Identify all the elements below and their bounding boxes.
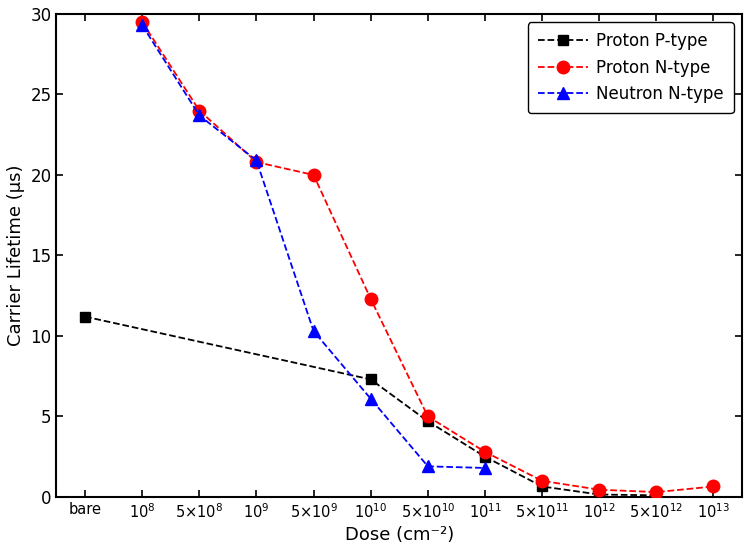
Proton P-type	[423, 418, 432, 425]
Proton N-type	[480, 449, 489, 455]
Line: Proton N-type: Proton N-type	[136, 16, 720, 498]
Proton P-type	[538, 483, 547, 490]
Proton P-type	[595, 491, 604, 498]
Neutron N-type	[423, 463, 432, 469]
X-axis label: Dose (cm⁻²): Dose (cm⁻²)	[345, 526, 454, 544]
Neutron N-type	[309, 328, 318, 334]
Neutron N-type	[195, 112, 204, 118]
Proton N-type	[366, 295, 375, 302]
Proton P-type	[652, 492, 661, 499]
Proton P-type	[366, 376, 375, 383]
Proton N-type	[309, 172, 318, 179]
Proton P-type	[81, 314, 90, 320]
Proton N-type	[423, 413, 432, 420]
Proton N-type	[252, 159, 261, 165]
Line: Proton P-type: Proton P-type	[80, 312, 661, 500]
Neutron N-type	[138, 22, 147, 29]
Neutron N-type	[252, 157, 261, 164]
Proton N-type	[538, 478, 547, 484]
Proton N-type	[195, 107, 204, 114]
Neutron N-type	[480, 464, 489, 471]
Proton P-type	[480, 453, 489, 460]
Proton N-type	[595, 487, 604, 493]
Legend: Proton P-type, Proton N-type, Neutron N-type: Proton P-type, Proton N-type, Neutron N-…	[528, 22, 734, 113]
Y-axis label: Carrier Lifetime (μs): Carrier Lifetime (μs)	[7, 165, 25, 346]
Line: Neutron N-type: Neutron N-type	[136, 19, 491, 474]
Neutron N-type	[366, 396, 375, 402]
Proton N-type	[709, 483, 718, 490]
Proton N-type	[138, 19, 147, 25]
Proton N-type	[652, 489, 661, 495]
